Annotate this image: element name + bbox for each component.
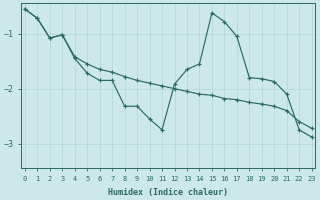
X-axis label: Humidex (Indice chaleur): Humidex (Indice chaleur)	[108, 188, 228, 197]
